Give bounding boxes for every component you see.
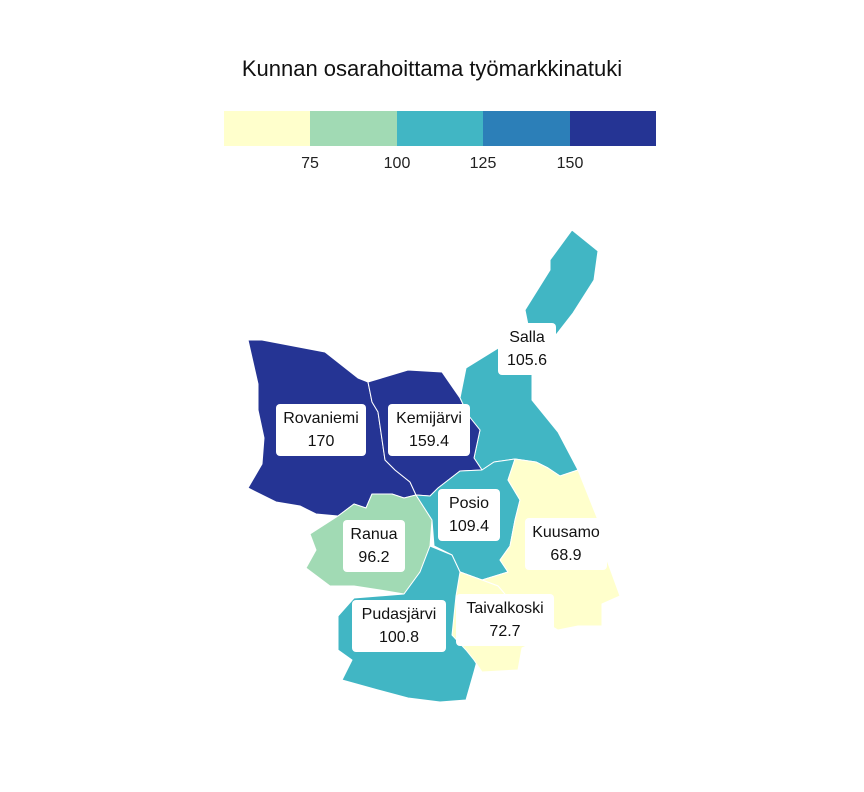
label-rovaniemi-name: Rovaniemi [283,410,359,427]
label-posio-value: 109.4 [448,518,490,535]
label-kemijarvi-value: 159.4 [408,433,450,450]
label-taivalkoski-value: 72.7 [489,623,521,640]
label-salla-value: 105.6 [506,352,548,369]
legend-tick-75: 75 [301,155,319,172]
label-rovaniemi: Rovaniemi 170 [276,404,366,456]
label-pudasjarvi-name: Pudasjärvi [361,606,437,623]
legend-tick-125: 125 [469,155,497,172]
label-taivalkoski: Taivalkoski 72.7 [456,594,554,646]
legend-swatch-3 [396,111,484,146]
label-salla-name: Salla [509,329,545,346]
label-posio: Posio 109.4 [438,489,500,541]
label-posio-name: Posio [448,495,490,512]
label-ranua-value: 96.2 [358,549,390,566]
legend-tick-150: 150 [556,155,584,172]
label-ranua-name: Ranua [350,526,398,543]
label-pudasjarvi: Pudasjärvi 100.8 [352,600,446,652]
label-kemijarvi: Kemijärvi 159.4 [388,404,470,456]
legend-swatch-1 [224,111,311,146]
label-kuusamo: Kuusamo 68.9 [525,518,607,570]
map-title: Kunnan osarahoittama työmarkkinatuki [241,56,623,81]
label-taivalkoski-name: Taivalkoski [466,600,544,617]
label-kemijarvi-name: Kemijärvi [396,410,462,427]
legend-swatch-4 [483,111,570,146]
legend-tick-100: 100 [383,155,411,172]
label-salla: Salla 105.6 [498,323,556,375]
label-kuusamo-name: Kuusamo [532,524,600,541]
color-legend [224,111,657,146]
legend-swatch-5 [569,111,657,146]
legend-swatch-2 [310,111,397,146]
label-kuusamo-value: 68.9 [550,547,582,564]
label-pudasjarvi-value: 100.8 [378,629,420,646]
label-ranua: Ranua 96.2 [343,520,405,572]
label-rovaniemi-value: 170 [307,433,335,450]
